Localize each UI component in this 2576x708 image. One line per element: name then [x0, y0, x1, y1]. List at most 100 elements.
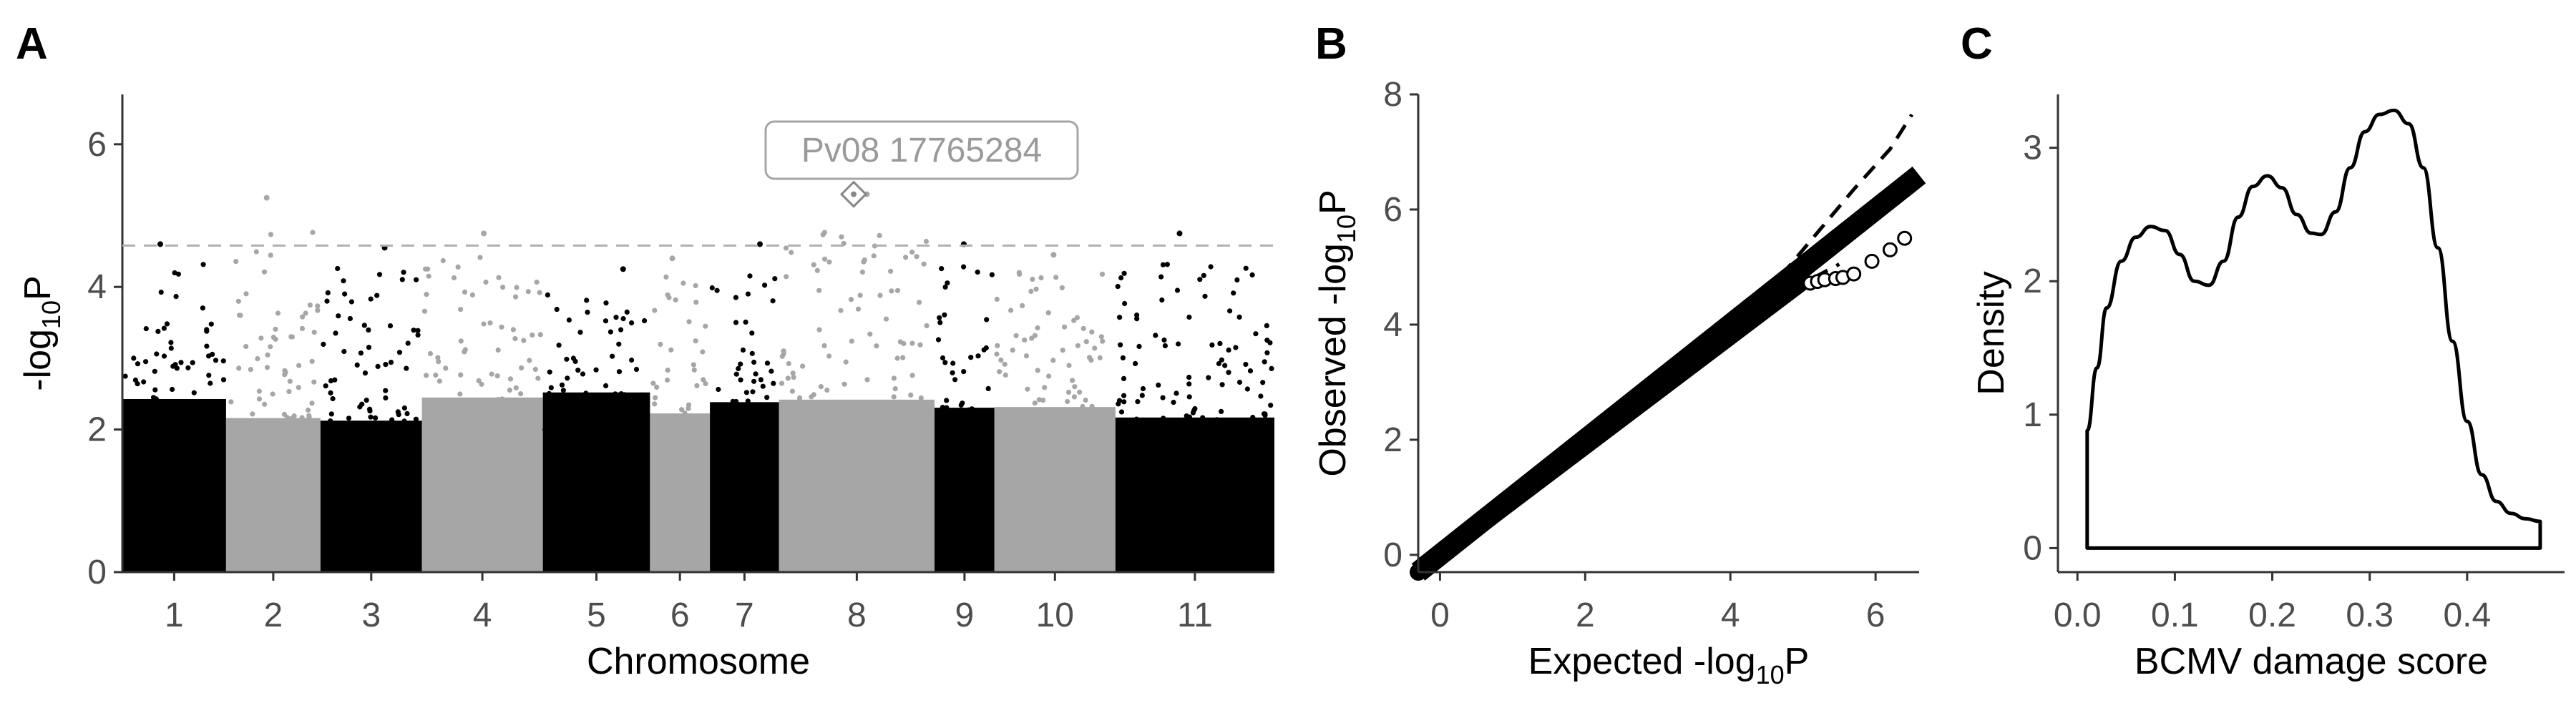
- snp-point: [1027, 418, 1033, 423]
- snp-point: [575, 368, 581, 373]
- snp-point: [1081, 425, 1087, 431]
- snp-point: [1089, 329, 1095, 335]
- snp-point: [921, 423, 927, 428]
- snp-point: [178, 360, 184, 365]
- snp-point: [1025, 386, 1030, 392]
- snp-point: [158, 290, 164, 295]
- snp-point: [399, 277, 405, 282]
- snp-point: [303, 310, 308, 316]
- snp-point: [654, 384, 660, 390]
- snp-point: [818, 384, 824, 390]
- snp-point: [160, 426, 166, 432]
- snp-point: [1236, 426, 1241, 432]
- snp-point: [1121, 270, 1127, 276]
- snp-point: [839, 234, 844, 240]
- snp-point: [1249, 272, 1255, 277]
- snp-point: [1179, 427, 1185, 433]
- snp-point: [311, 330, 317, 335]
- snp-point: [996, 423, 1002, 430]
- snp-point: [869, 414, 874, 421]
- snp-point: [467, 401, 473, 408]
- snp-point: [208, 421, 213, 426]
- snp-point: [1077, 389, 1083, 395]
- snp-point: [458, 307, 464, 313]
- snp-point: [806, 426, 812, 433]
- top-snp-point: [481, 230, 487, 237]
- snp-point: [682, 423, 688, 429]
- snp-point: [537, 332, 543, 338]
- snp-point: [1269, 365, 1274, 371]
- snp-point: [168, 340, 174, 345]
- snp-point: [495, 347, 501, 353]
- snp-point: [205, 426, 211, 431]
- snp-point: [816, 327, 822, 333]
- snp-point: [942, 312, 947, 318]
- confidence-upper-bound: [1743, 113, 1913, 315]
- snp-point: [580, 421, 586, 427]
- snp-point: [457, 391, 463, 397]
- snp-point: [709, 285, 715, 291]
- snp-point: [258, 335, 264, 341]
- snp-point: [250, 411, 255, 417]
- snp-point: [1024, 427, 1030, 433]
- qq-outlier-point: [1882, 242, 1898, 257]
- snp-point: [1121, 375, 1127, 382]
- snp-point: [482, 400, 488, 406]
- snp-point: [414, 277, 419, 282]
- snp-point: [909, 249, 915, 255]
- snp-point: [401, 418, 407, 424]
- snp-point: [1184, 413, 1189, 419]
- snp-point: [937, 315, 942, 320]
- snp-point: [1017, 271, 1023, 277]
- snp-point: [587, 401, 592, 407]
- snp-point: [333, 330, 338, 336]
- snp-point: [190, 360, 195, 365]
- snp-point: [233, 418, 239, 424]
- snp-point: [517, 398, 522, 403]
- snp-point: [270, 426, 275, 432]
- snp-point: [328, 390, 333, 396]
- snp-point: [1158, 426, 1164, 432]
- snp-point: [678, 426, 683, 432]
- chromosome-1-points: [122, 241, 227, 572]
- snp-point: [415, 328, 421, 333]
- snp-point: [286, 388, 292, 395]
- snp-point: [954, 426, 960, 431]
- snp-point: [477, 255, 483, 260]
- snp-point: [135, 361, 141, 367]
- snp-point: [122, 420, 128, 426]
- snp-point: [310, 230, 316, 235]
- snp-point: [886, 413, 892, 418]
- snp-point: [367, 408, 373, 414]
- snp-point: [1100, 338, 1106, 344]
- snp-point: [822, 411, 828, 417]
- snp-point: [324, 298, 330, 304]
- snp-point: [950, 370, 955, 375]
- snp-point: [1080, 403, 1085, 410]
- snp-point: [462, 289, 468, 295]
- snp-point: [1206, 375, 1211, 380]
- snp-point: [1060, 348, 1065, 353]
- snp-point: [816, 287, 822, 293]
- snp-point: [693, 300, 699, 305]
- snp-point: [553, 401, 559, 407]
- snp-point: [1116, 401, 1121, 407]
- y-tick-label: 0: [1383, 536, 1402, 574]
- snp-point: [200, 262, 206, 267]
- snp-point: [1020, 303, 1025, 308]
- snp-point: [653, 419, 659, 425]
- snp-point: [522, 417, 527, 423]
- snp-point: [283, 369, 288, 375]
- snp-point: [623, 424, 628, 430]
- snp-point: [300, 314, 306, 320]
- snp-point: [751, 359, 757, 365]
- snp-point: [440, 257, 446, 264]
- snp-point: [939, 266, 945, 272]
- snp-point: [891, 394, 897, 400]
- snp-point: [1202, 293, 1208, 299]
- snp-point: [1039, 420, 1045, 426]
- qq-outlier-point: [1864, 253, 1880, 269]
- y-tick-label: 1: [2023, 396, 2042, 434]
- snp-point: [883, 316, 889, 322]
- snp-point: [518, 391, 524, 397]
